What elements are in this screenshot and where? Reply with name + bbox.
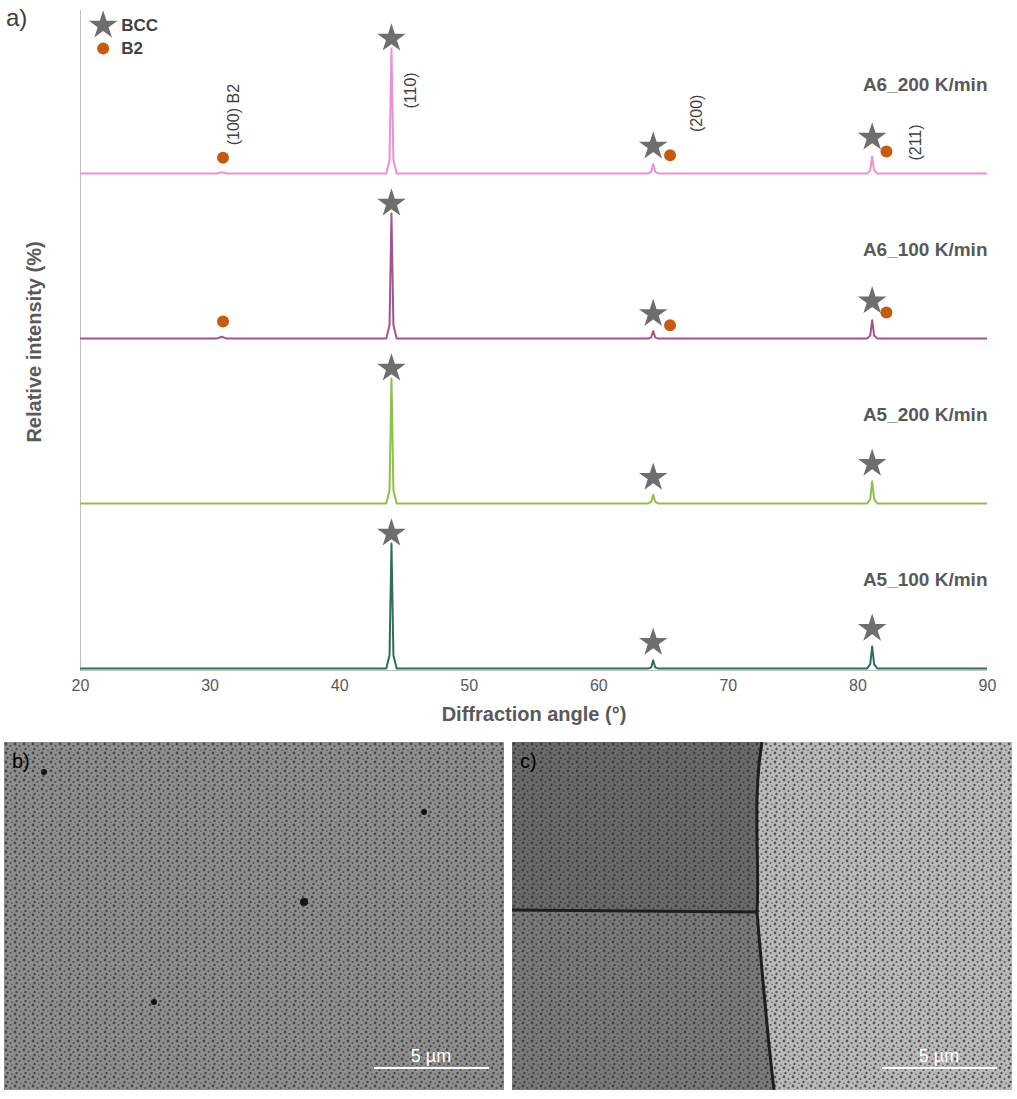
svg-text:30: 30: [201, 677, 219, 694]
svg-text:(110): (110): [402, 72, 419, 108]
svg-text:5 µm: 5 µm: [411, 1046, 451, 1066]
svg-text:A6_200 K/min: A6_200 K/min: [863, 74, 988, 95]
svg-text:A5_100 K/min: A5_100 K/min: [863, 569, 988, 590]
svg-text:(100) B2: (100) B2: [225, 84, 242, 145]
svg-text:40: 40: [331, 677, 349, 694]
svg-text:A6_100 K/min: A6_100 K/min: [863, 239, 988, 260]
svg-text:Diffraction angle (°): Diffraction angle (°): [442, 703, 627, 725]
svg-text:A5_200 K/min: A5_200 K/min: [863, 404, 988, 425]
svg-text:5 µm: 5 µm: [919, 1046, 959, 1066]
svg-text:60: 60: [590, 677, 608, 694]
svg-text:20: 20: [72, 677, 90, 694]
svg-text:90: 90: [979, 677, 997, 694]
svg-text:(211): (211): [907, 124, 924, 160]
svg-text:80: 80: [849, 677, 867, 694]
svg-text:c): c): [520, 750, 537, 772]
svg-text:BCC: BCC: [121, 16, 158, 35]
svg-text:70: 70: [719, 677, 737, 694]
html-text:Relative intensity (%): Relative intensity (%): [22, 241, 45, 443]
svg-text:50: 50: [460, 677, 478, 694]
html-text:a): a): [6, 4, 28, 31]
svg-text:B2: B2: [121, 39, 143, 58]
svg-text:b): b): [12, 750, 30, 772]
svg-text:(200): (200): [688, 95, 705, 132]
